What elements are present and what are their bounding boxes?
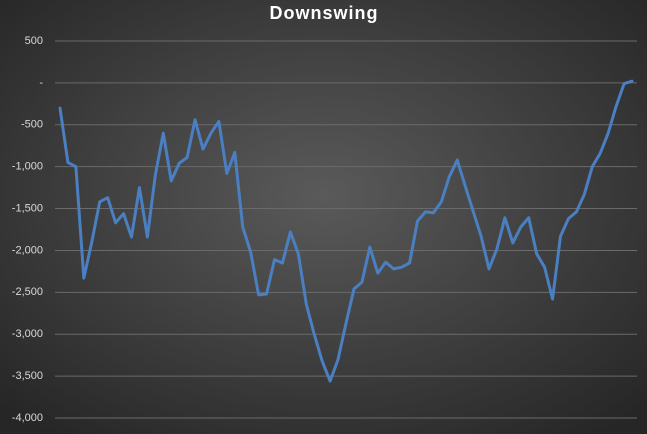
y-tick-label: -2,500	[12, 286, 43, 298]
y-tick-label: -3,500	[12, 370, 43, 382]
y-tick-label: -1,000	[12, 161, 43, 173]
y-tick-label: -4,000	[12, 412, 43, 424]
chart-title: Downswing	[270, 3, 379, 23]
y-tick-label: -	[39, 77, 43, 89]
y-tick-label: -2,000	[12, 244, 43, 256]
y-tick-label: -500	[21, 119, 43, 131]
y-tick-label: -3,000	[12, 328, 43, 340]
data-line	[58, 79, 634, 383]
y-tick-label: 500	[25, 35, 43, 47]
y-tick-label: -1,500	[12, 202, 43, 214]
